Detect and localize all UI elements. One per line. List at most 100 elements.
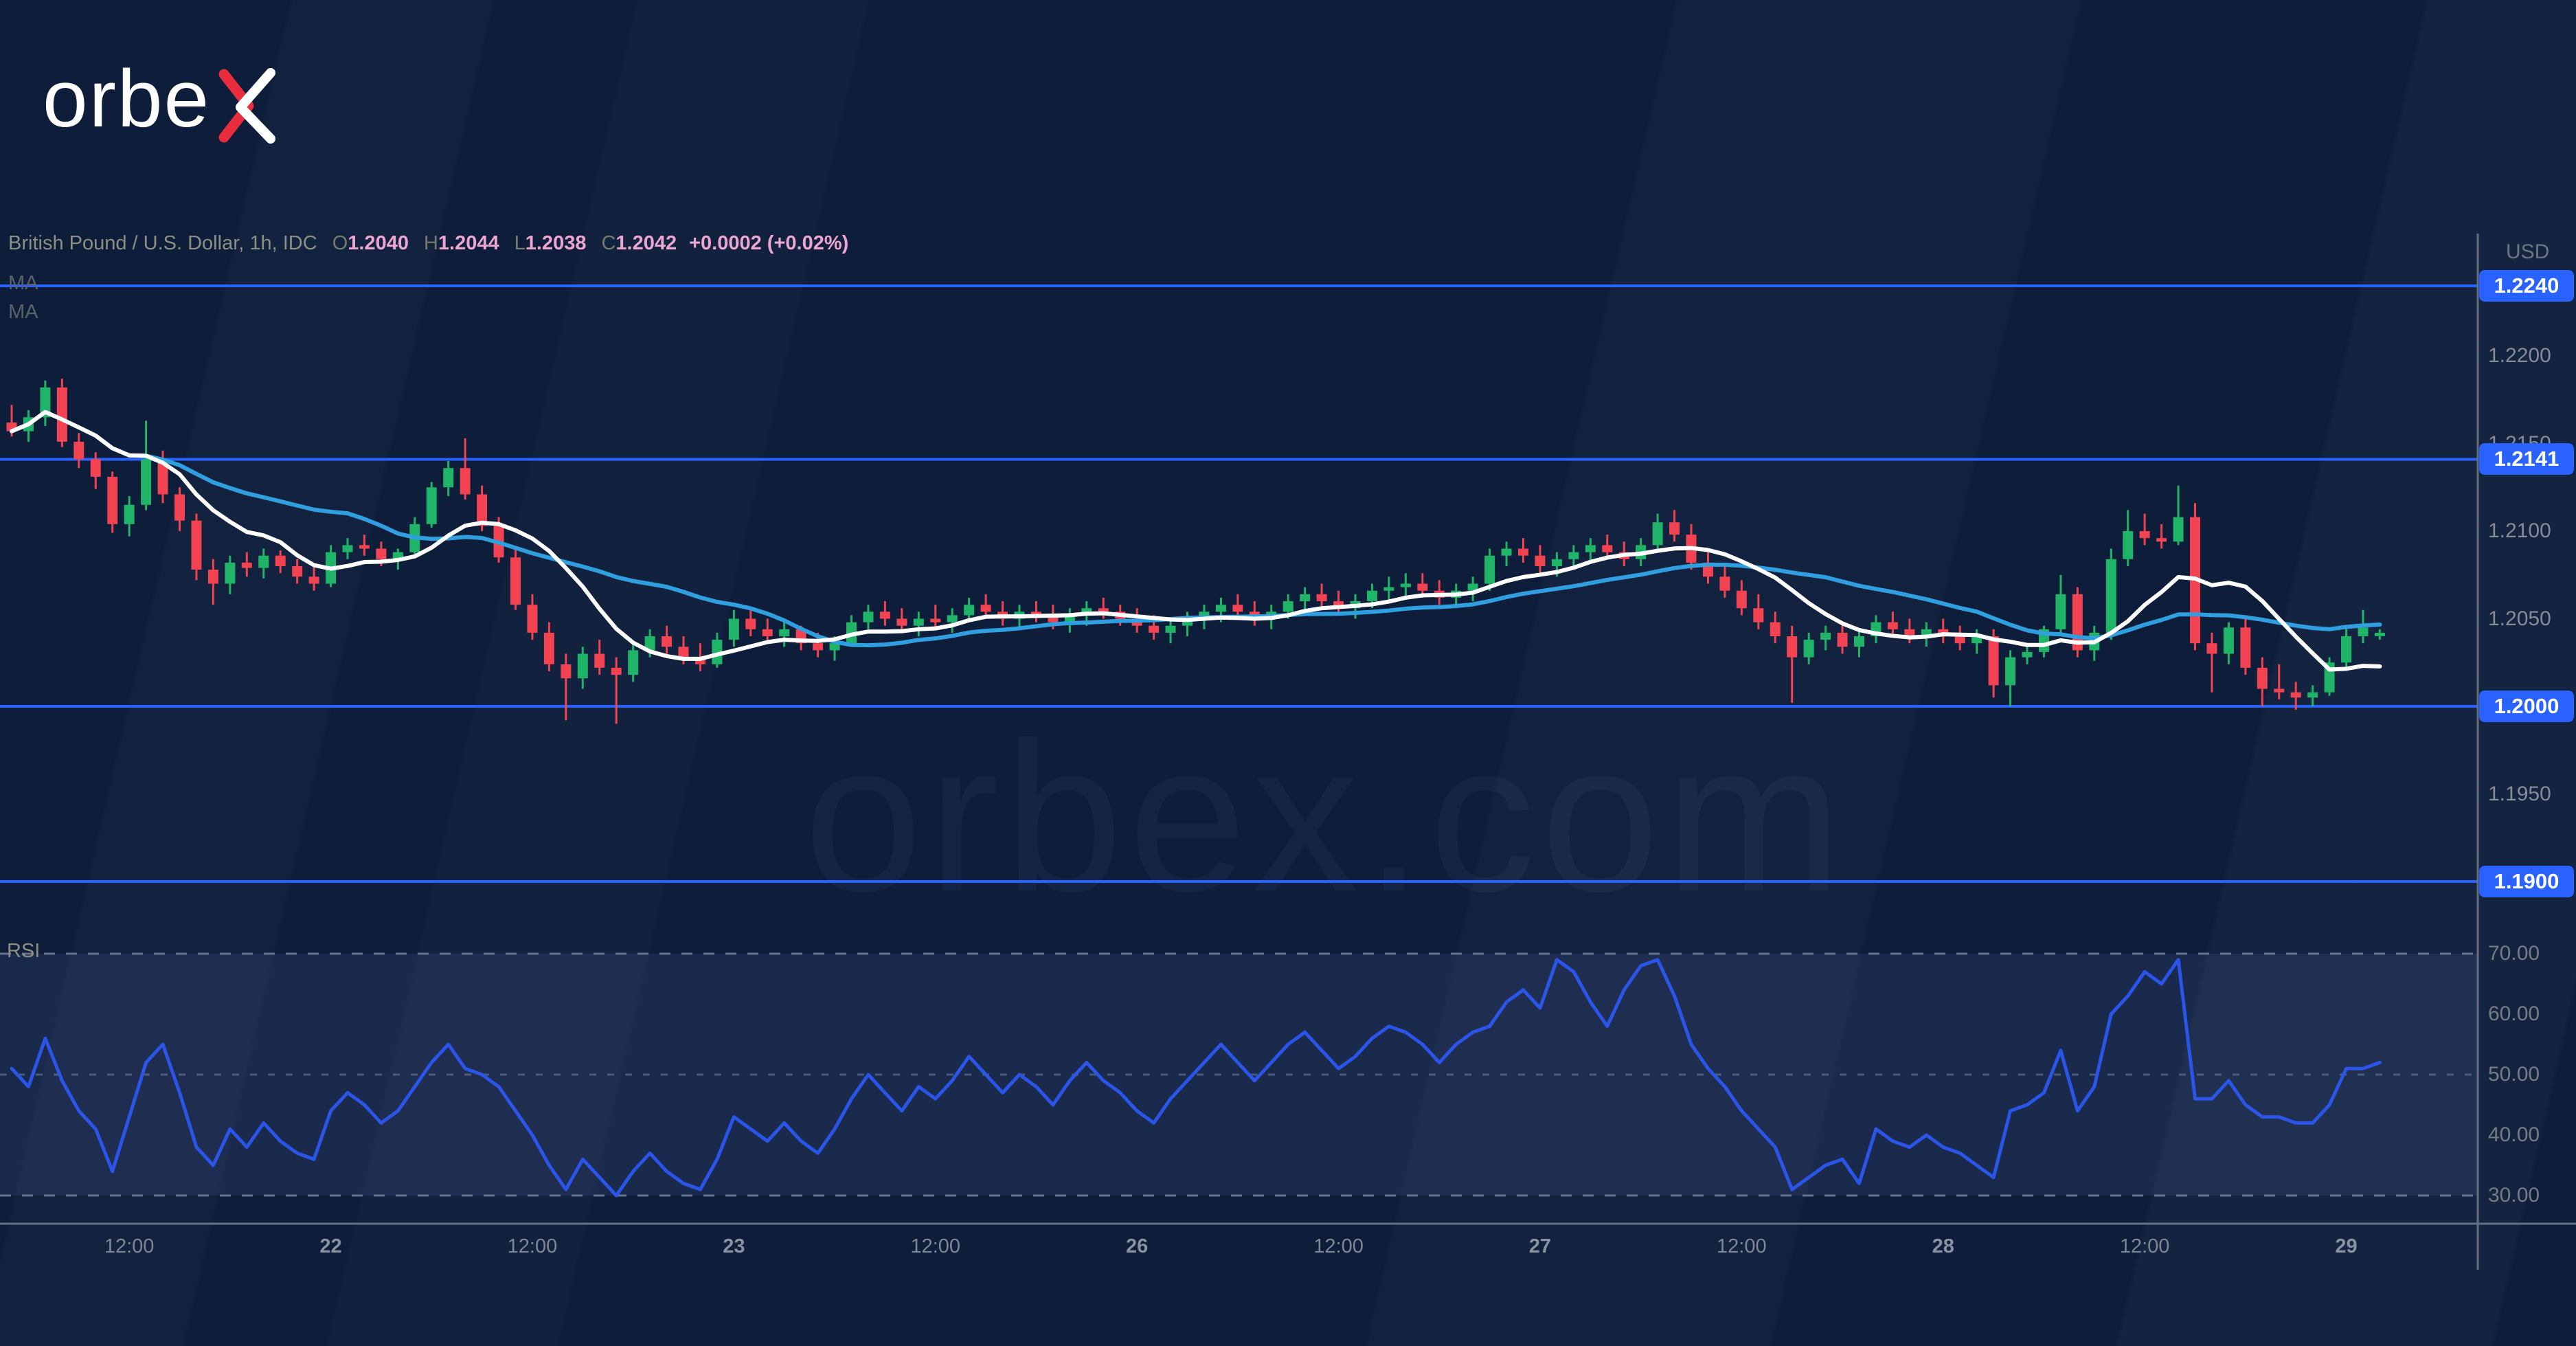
price-level-badge-1.2000: 1.2000	[2479, 691, 2574, 722]
candle-body	[745, 618, 756, 629]
candle-body	[1719, 576, 1730, 591]
change-value: +0.0002 (+0.02%)	[689, 232, 849, 254]
ohlc-high: H1.2044	[423, 232, 499, 254]
candle-body	[1501, 548, 1512, 556]
candle-body	[1366, 590, 1377, 601]
candle-body	[1518, 548, 1528, 556]
candle-body	[74, 441, 84, 460]
candle-body	[2105, 559, 2116, 633]
candle-body	[644, 636, 655, 651]
candle-body	[813, 643, 824, 651]
candle-body	[2240, 627, 2251, 668]
ma-indicator-label-1[interactable]: MA	[8, 272, 38, 294]
candle-body	[913, 618, 924, 626]
price-tick-1.1950: 1.1950	[2488, 782, 2551, 805]
candle-body	[510, 557, 521, 605]
candle-body	[712, 640, 723, 664]
candle-body	[980, 605, 991, 612]
candle-body	[1803, 640, 1814, 658]
candle-body	[443, 468, 454, 488]
candle-body	[829, 643, 840, 651]
candle-body	[662, 636, 673, 647]
time-label-28: 28	[1932, 1235, 1954, 1257]
candle-body	[2341, 636, 2352, 663]
candle-body	[1467, 583, 1478, 591]
candle-body	[426, 487, 437, 524]
price-tick-1.2050: 1.2050	[2488, 607, 2551, 630]
rsi-tick-60.00: 60.00	[2488, 1002, 2540, 1025]
candle-body	[376, 548, 387, 559]
rsi-tick-40.00: 40.00	[2488, 1123, 2540, 1146]
candle-body	[2257, 667, 2268, 689]
time-label-23: 23	[723, 1235, 745, 1257]
candle-body	[1300, 594, 1311, 601]
ma-indicator-label-2[interactable]: MA	[8, 301, 38, 323]
ma-line-blue	[10, 410, 2382, 648]
candle-body	[863, 612, 874, 622]
candle-body	[1887, 622, 1898, 629]
candle-body	[460, 468, 471, 495]
rsi-tick-70.00: 70.00	[2488, 942, 2540, 965]
candle-body	[1820, 632, 1831, 640]
candle-body	[392, 552, 403, 559]
candle-body	[56, 387, 67, 442]
symbol-title[interactable]: British Pound / U.S. Dollar, 1h, IDC	[8, 232, 317, 254]
candle-body	[1568, 552, 1579, 559]
candle-body	[207, 570, 218, 584]
time-label-12:00: 12:00	[507, 1235, 558, 1257]
candle-body	[1400, 583, 1411, 587]
candle-body	[2055, 594, 2066, 629]
ohlc-open: O1.2040	[332, 232, 409, 254]
candle-body	[1199, 612, 1210, 619]
time-label-27: 27	[1528, 1235, 1552, 1257]
price-level-badge-1.2240: 1.2240	[2479, 270, 2574, 302]
candle-body	[191, 520, 202, 570]
candle-body	[628, 650, 639, 675]
time-label-12:00: 12:00	[104, 1235, 155, 1257]
rsi-tick-30.00: 30.00	[2488, 1184, 2540, 1207]
candle-body	[1283, 601, 1293, 612]
price-tick-1.2100: 1.2100	[2488, 519, 2551, 542]
candle-body	[930, 618, 941, 622]
candle-body	[577, 653, 588, 679]
candle-body	[1030, 612, 1041, 616]
candle-body	[1098, 608, 1109, 612]
candle-body	[2374, 632, 2385, 636]
candle-body	[611, 667, 622, 675]
candle-body	[225, 562, 236, 584]
candle-body	[1921, 629, 1932, 636]
candle-body	[2022, 651, 2033, 658]
candle-body	[779, 629, 790, 636]
candle-body	[2290, 692, 2301, 698]
candle-body	[1954, 636, 1965, 644]
candle-body	[678, 647, 689, 658]
candle-body	[1316, 594, 1327, 601]
candle-body	[258, 555, 269, 568]
ma-line-white	[10, 410, 2382, 672]
candle-body	[1585, 545, 1596, 552]
candle-body	[1602, 545, 1613, 552]
candle-body	[896, 618, 907, 626]
candle-body	[359, 545, 370, 549]
time-label-26: 26	[1126, 1235, 1149, 1257]
candle-body	[2005, 657, 2016, 686]
candle-body	[157, 459, 168, 495]
rsi-indicator-label[interactable]: RSI	[7, 940, 41, 962]
candle-body	[1535, 555, 1546, 566]
candle-body	[561, 664, 572, 679]
candle-body	[1484, 555, 1495, 584]
time-label-12:00: 12:00	[2119, 1235, 2170, 1257]
price-scale-currency: USD	[2506, 240, 2550, 263]
time-label-22: 22	[319, 1235, 342, 1257]
orbex-logo: orbe	[43, 49, 278, 148]
candle-body	[477, 494, 488, 526]
candle-body	[947, 615, 958, 622]
candle-body	[40, 387, 51, 418]
price-level-badge-1.2141: 1.2141	[2479, 443, 2574, 475]
candle-body	[1383, 587, 1394, 591]
candle-body	[1149, 625, 1160, 633]
ohlc-low: L1.2038	[514, 232, 587, 254]
candle-body	[2274, 688, 2285, 693]
time-label-29: 29	[2335, 1235, 2358, 1257]
